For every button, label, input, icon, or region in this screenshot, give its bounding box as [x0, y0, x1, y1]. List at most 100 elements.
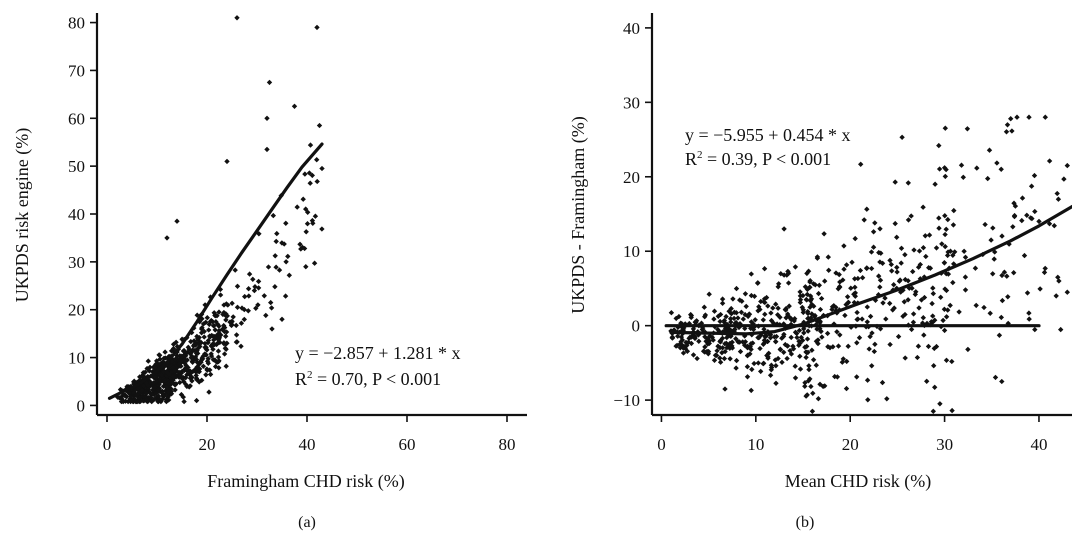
panel-b-data-point [932, 181, 938, 187]
panel-b-data-point [767, 372, 774, 378]
panel-b-data-point [825, 254, 831, 260]
panel-b-data-point [731, 309, 738, 315]
panel-a-data-point [213, 319, 219, 325]
panel-a-data-point [158, 372, 165, 378]
panel-b-data-point [845, 343, 851, 349]
panel-b-data-point [999, 378, 1005, 385]
panel-b-data-point [804, 297, 810, 303]
panel-b-data-point [730, 296, 736, 302]
panel-b-data-point [926, 232, 933, 238]
panel-b-data-point [1046, 158, 1053, 164]
panel-b-data-point [843, 262, 850, 268]
panel-b-data-point [1042, 114, 1048, 120]
panel-b-data-point [676, 313, 682, 320]
panel-b-data-point [985, 175, 991, 182]
panel-b-data-point [999, 272, 1005, 279]
panel-a-y-tick-label: 50 [68, 157, 85, 176]
panel-a-data-point [282, 293, 289, 299]
panel-b-data-point [877, 226, 883, 232]
panel-a-ylabel: UKPDS risk engine (%) [12, 128, 33, 302]
panel-b-data-point [877, 284, 883, 290]
panel-b-data-point [996, 332, 1003, 338]
panel-b-data-point [911, 247, 917, 253]
panel-a-data-point [234, 15, 240, 21]
panel-b-data-point [773, 338, 779, 345]
panel-b-data-point [841, 243, 847, 249]
panel-b-data-point [806, 284, 813, 291]
panel-b-data-point [973, 302, 979, 309]
panel-a-data-point [201, 334, 207, 340]
panel-b-data-point [822, 278, 828, 284]
panel-a-data-point [276, 267, 283, 273]
panel-b-data-point [854, 309, 860, 316]
panel-b-data-point [775, 312, 781, 318]
panel-a-data-point [273, 238, 279, 245]
panel-b-data-point [905, 180, 911, 186]
panel-b-data-point [781, 226, 787, 232]
panel-b-data-point [942, 173, 948, 180]
panel-b-data-point [817, 306, 824, 313]
panel-b-data-point [884, 396, 890, 402]
panel-b-data-point [945, 216, 951, 223]
panel-b-data-point [1008, 116, 1014, 122]
panel-b-data-point [711, 316, 717, 322]
panel-b-data-point [1032, 208, 1038, 215]
panel-b-data-point [842, 312, 848, 319]
panel-b-data-point [803, 354, 809, 361]
panel-a-data-point [230, 314, 236, 320]
panel-a-data-point [204, 315, 210, 321]
panel-b-data-point [855, 275, 861, 282]
panel-b-data-point [887, 341, 893, 348]
panel-a-x-tick-label: 80 [499, 435, 516, 454]
panel-b-data-point [680, 345, 686, 351]
panel-a: 0 20 40 60 80 0 10 20 30 40 50 60 70 80 y = −2.857 + … [12, 13, 527, 531]
panel-b-data-point [974, 165, 980, 171]
panel-b-data-point [1011, 212, 1018, 219]
panel-b-data-point [936, 166, 943, 172]
panel-a-data-point [316, 122, 323, 129]
panel-a-data-point [157, 356, 163, 362]
panel-b-data-point [712, 352, 719, 358]
panel-b-data-point [742, 342, 748, 348]
panel-b-y-tick-label: 40 [623, 19, 640, 38]
panel-a-x-tick-label: 60 [399, 435, 416, 454]
panel-b-data-point [921, 332, 927, 338]
panel-b-data-point [821, 231, 827, 237]
panel-b-data-point [859, 316, 865, 322]
panel-a-data-point [233, 322, 239, 329]
panel-b-data-point [942, 213, 948, 219]
panel-b-data-point [738, 309, 745, 315]
panel-a-data-point [200, 353, 206, 359]
panel-b-data-point [990, 271, 996, 277]
panel-a-data-point [269, 326, 275, 332]
panel-b-data-point [930, 408, 936, 414]
panel-b-data-point [921, 294, 928, 301]
panel-a-data-point [203, 372, 209, 378]
panel-b-data-point [892, 220, 898, 227]
panel-b-data-point [717, 359, 724, 365]
panel-b-data-point [835, 343, 842, 349]
panel-a-data-point [211, 323, 217, 329]
panel-a-data-point [268, 299, 274, 306]
panel-b-data-point [941, 260, 947, 266]
panel-a-data-point [181, 398, 187, 405]
panel-b-data-point [950, 252, 956, 258]
panel-a-data-point [205, 356, 211, 362]
panel-b-data-point [727, 316, 734, 322]
panel-a-xlabel: Framingham CHD risk (%) [207, 471, 404, 492]
panel-a-data-point [250, 276, 256, 282]
panel-b-data-point [930, 285, 936, 291]
panel-b-data-point [931, 363, 937, 369]
panel-b-data-point [680, 350, 687, 356]
panel-b-data-point [933, 343, 940, 350]
panel-b-data-point [876, 273, 882, 279]
panel-a-data-point [311, 260, 318, 266]
panel-b-data-point [760, 361, 766, 367]
panel-b-data-point [1005, 294, 1011, 300]
panel-b-data-point [848, 285, 854, 291]
panel-a-annotation-line1: y = −2.857 + 1.281 * x [295, 343, 460, 363]
panel-b-data-point [810, 357, 817, 363]
panel-b-data-point [760, 317, 766, 323]
panel-b-data-point [945, 271, 952, 277]
panel-b-data-point [701, 304, 707, 310]
